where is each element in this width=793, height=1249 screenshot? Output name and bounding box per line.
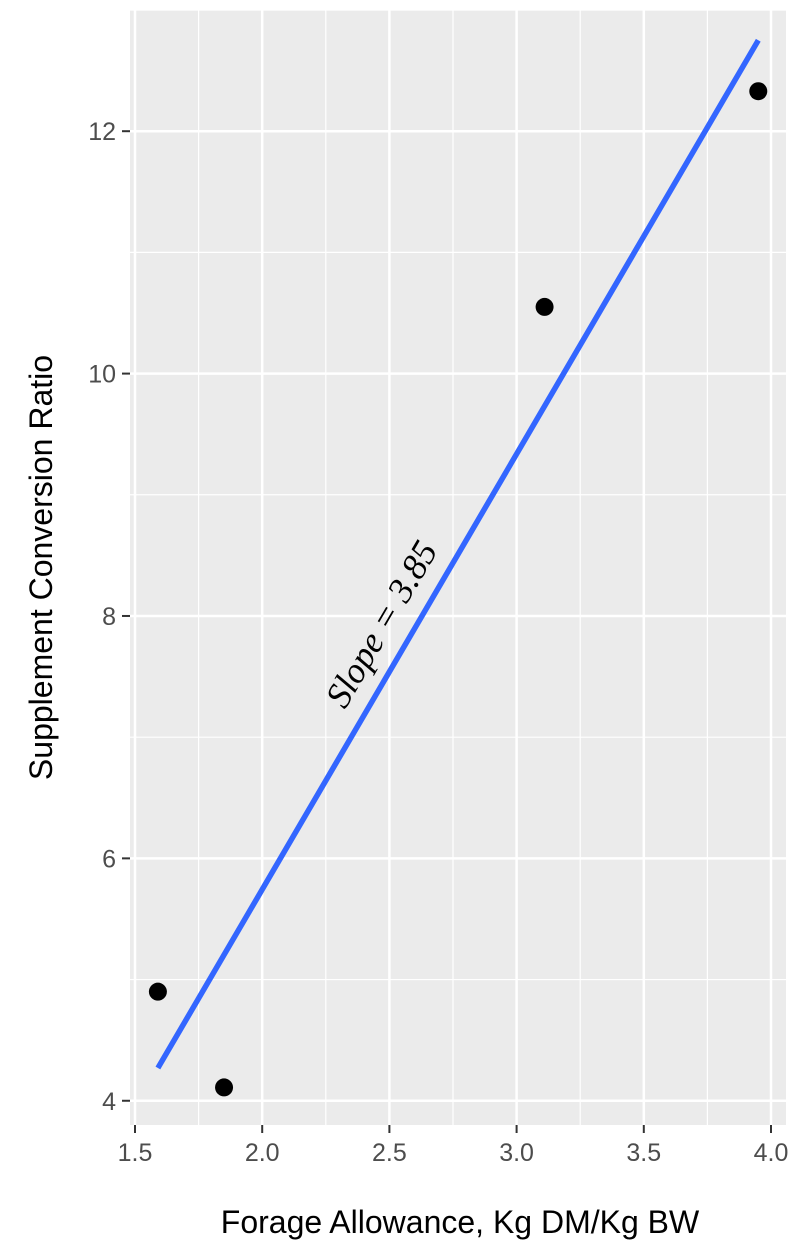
x-tick-label: 2.5: [372, 1139, 407, 1167]
y-tick-label: 12: [88, 118, 116, 146]
x-tick-label: 1.5: [118, 1139, 153, 1167]
y-tick-label: 10: [88, 361, 116, 389]
data-point: [215, 1078, 234, 1097]
y-tick-label: 4: [102, 1088, 116, 1116]
axis-ticks: 1.5 2.0 2.5 3.0 3.5 4.0 4 6 8 10 12: [88, 118, 788, 1167]
x-tick-label: 3.5: [626, 1139, 661, 1167]
data-points: [148, 82, 768, 1097]
data-point: [148, 982, 167, 1001]
data-point: [749, 82, 768, 101]
y-tick-label: 6: [102, 845, 116, 873]
y-tick-label: 8: [102, 603, 116, 631]
plot-panel: [130, 10, 786, 1125]
x-tick-label: 3.0: [499, 1139, 534, 1167]
fit-line-group: [155, 38, 761, 1070]
fit-line: [155, 38, 761, 1070]
data-point: [535, 297, 554, 316]
grid-lines: [130, 9, 786, 1125]
y-axis-title: Supplement Conversion Ratio: [23, 355, 59, 780]
x-tick-label: 2.0: [245, 1139, 280, 1167]
x-tick-label: 4.0: [754, 1139, 789, 1167]
x-axis-title: Forage Allowance, Kg DM/Kg BW: [221, 1204, 700, 1240]
